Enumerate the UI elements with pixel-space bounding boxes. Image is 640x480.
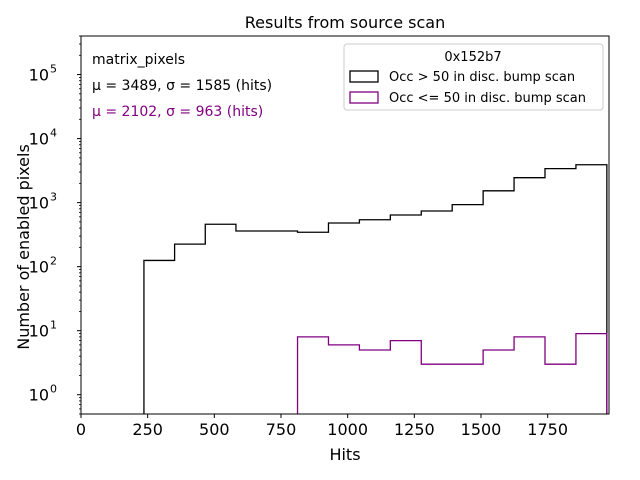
- legend-swatch: [349, 70, 379, 83]
- y-tick-exponent: 1: [50, 319, 57, 332]
- x-axis-label: Hits: [329, 445, 360, 464]
- y-tick-exponent: 5: [50, 63, 57, 76]
- y-tick-label: 105: [29, 63, 57, 85]
- annotation-text: matrix_pixels: [92, 52, 185, 68]
- y-axis-label: Number of enabled pixels: [14, 144, 33, 350]
- axes-frame: [80, 35, 610, 415]
- x-tick-label: 0: [76, 420, 86, 439]
- annotation-text: μ = 3489, σ = 1585 (hits): [92, 78, 272, 94]
- annotations: matrix_pixels μ = 3489, σ = 1585 (hits) μ …: [92, 52, 272, 120]
- x-tick-label: 500: [199, 420, 230, 439]
- x-tick-label: 250: [132, 420, 163, 439]
- y-tick-exponent: 4: [50, 127, 57, 140]
- series-layer: [143, 164, 608, 414]
- histogram-series-1: [296, 332, 608, 414]
- chart-title: Results from source scan: [245, 13, 445, 32]
- legend-swatch: [349, 91, 379, 104]
- histogram-series-0: [143, 164, 608, 414]
- x-tick-label: 1250: [394, 420, 435, 439]
- x-tick-label: 750: [266, 420, 297, 439]
- y-tick-exponent: 2: [50, 255, 57, 268]
- legend: 0x152b7 Occ > 50 in disc. bump scan Occ <=…: [343, 43, 604, 111]
- legend-title: 0x152b7: [444, 50, 501, 65]
- x-tick-label: 1750: [527, 420, 568, 439]
- annotation-text: μ = 2102, σ = 963 (hits): [92, 104, 263, 120]
- legend-label: Occ > 50 in disc. bump scan: [389, 70, 575, 85]
- legend-box: [343, 43, 604, 111]
- x-tick-label: 1500: [461, 420, 502, 439]
- legend-label: Occ <= 50 in disc. bump scan: [389, 91, 586, 106]
- y-tick-exponent: 3: [50, 191, 57, 204]
- y-tick-label: 100: [29, 383, 57, 405]
- y-tick-exponent: 0: [50, 383, 57, 396]
- x-tick-label: 1000: [327, 420, 368, 439]
